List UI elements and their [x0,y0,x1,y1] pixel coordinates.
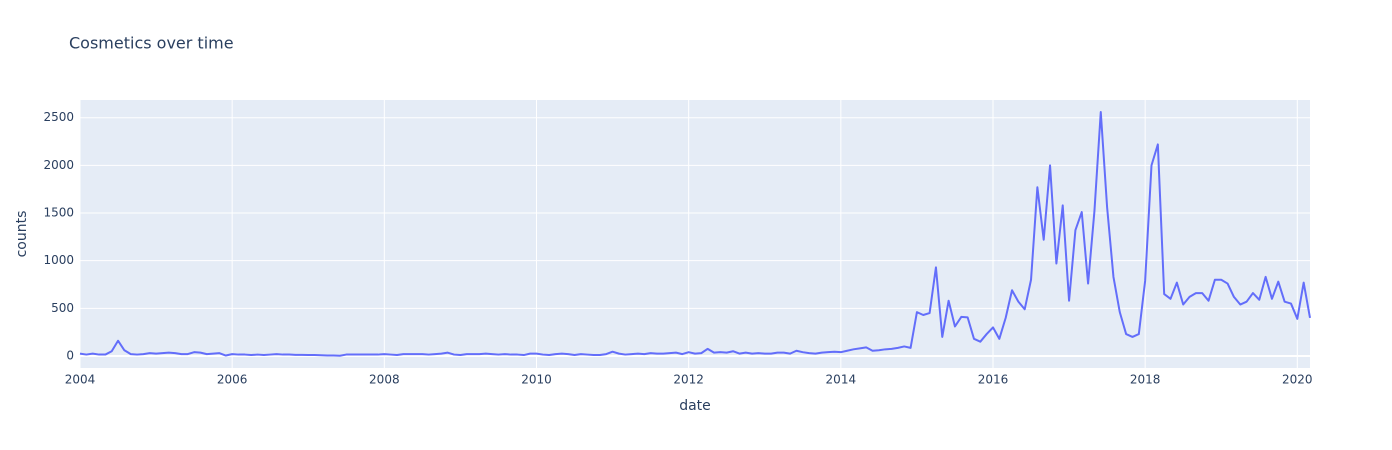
data-line [79,111,1311,357]
y-tick-label: 0 [66,348,74,362]
x-tick-label: 2012 [673,373,704,387]
y-tick-label: 1000 [43,253,74,267]
x-axis-title: date [679,398,711,414]
plot-area [80,100,1310,368]
x-tick-label: 2016 [978,373,1009,387]
x-tick-label: 2006 [217,373,248,387]
x-tick-label: 2010 [521,373,552,387]
y-tick-label: 500 [51,301,74,315]
y-tick-label: 2000 [43,158,74,172]
x-tick-label: 2004 [65,373,96,387]
x-tick-label: 2020 [1282,373,1313,387]
x-tick-label: 2008 [369,373,400,387]
x-tick-label: 2014 [826,373,857,387]
y-axis-title: counts [14,211,30,258]
y-tick-label: 1500 [43,206,74,220]
chart-title: Cosmetics over time [69,34,234,53]
y-tick-label: 2500 [43,110,74,124]
x-tick-label: 2018 [1130,373,1161,387]
